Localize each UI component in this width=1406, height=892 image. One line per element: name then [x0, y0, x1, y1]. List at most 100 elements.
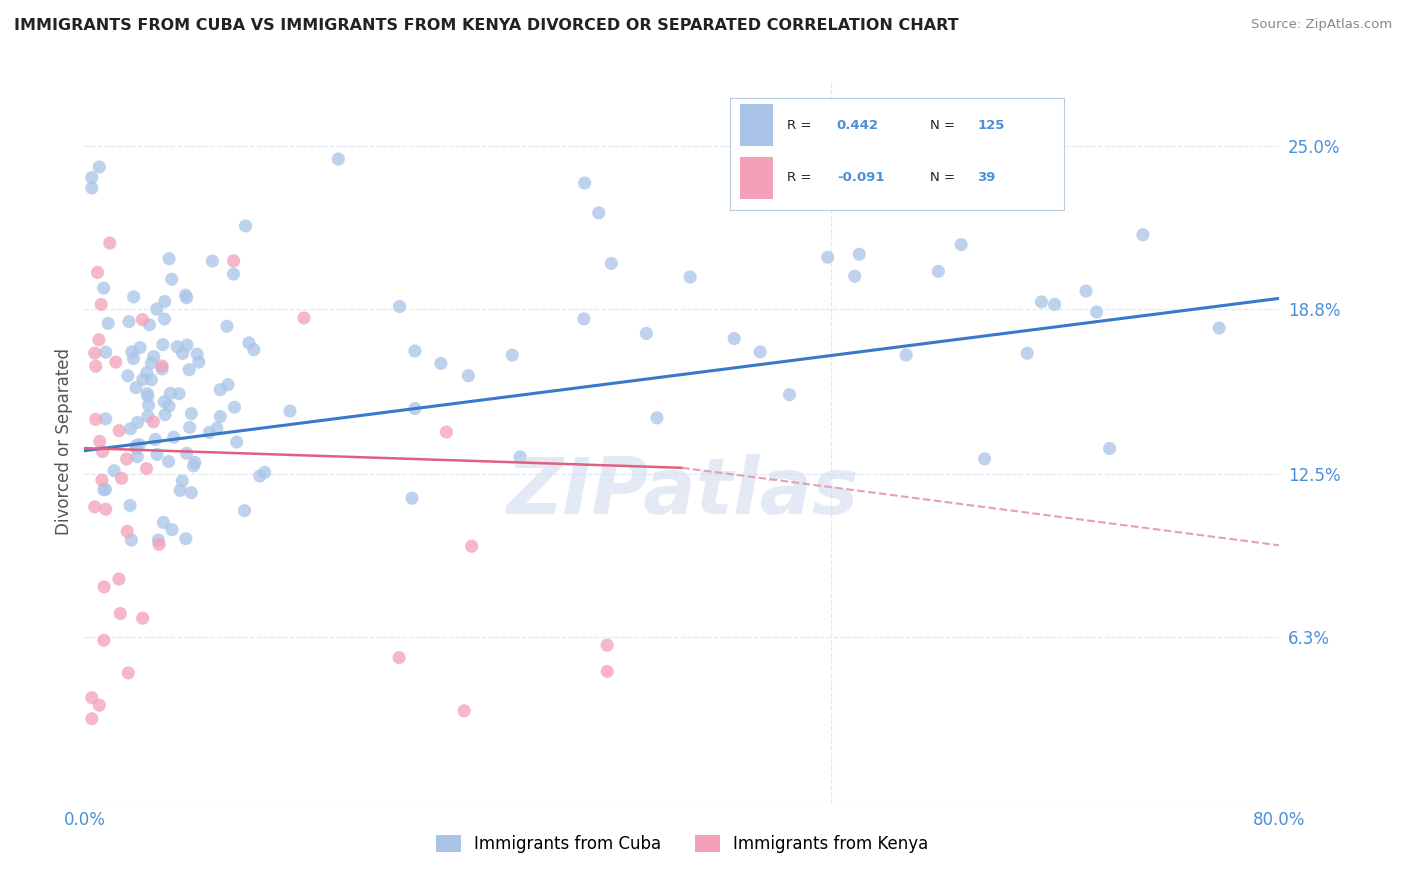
Point [117, 665, 139, 680]
Point [152, 337, 174, 351]
Point [122, 290, 145, 304]
Point [110, 607, 132, 621]
Point [87, 333, 110, 347]
Point [118, 315, 141, 329]
Point [249, 469, 271, 483]
Point [160, 523, 183, 537]
Point [143, 433, 166, 447]
Point [150, 359, 173, 373]
Point [636, 326, 658, 341]
Point [172, 346, 194, 360]
Point [91, 473, 114, 487]
Point [457, 368, 479, 383]
Point [404, 344, 426, 359]
Point [292, 311, 315, 326]
Point [89, 160, 111, 174]
Point [1031, 294, 1053, 309]
Point [574, 176, 596, 190]
Point [90, 297, 112, 311]
Point [129, 341, 152, 355]
Point [217, 377, 239, 392]
Point [115, 452, 138, 467]
Point [973, 451, 995, 466]
Point [679, 270, 702, 285]
Point [1043, 297, 1066, 311]
Point [238, 335, 260, 350]
Point [153, 394, 176, 409]
Point [723, 332, 745, 346]
Point [153, 408, 176, 422]
Point [253, 466, 276, 480]
Point [153, 294, 176, 309]
Point [93, 483, 115, 497]
Point [127, 450, 149, 464]
Point [148, 533, 170, 547]
Point [157, 252, 180, 266]
Point [328, 152, 350, 166]
Point [89, 698, 111, 713]
Point [83, 346, 105, 360]
Text: Source: ZipAtlas.com: Source: ZipAtlas.com [1251, 18, 1392, 31]
Point [148, 537, 170, 551]
Point [142, 415, 165, 429]
Point [141, 373, 163, 387]
Point [430, 356, 453, 370]
Point [152, 516, 174, 530]
Point [176, 291, 198, 305]
Point [142, 350, 165, 364]
Point [186, 347, 208, 361]
Point [84, 412, 107, 426]
Point [848, 247, 870, 261]
Point [108, 424, 131, 438]
Point [233, 503, 256, 517]
Point [588, 206, 610, 220]
Point [779, 387, 801, 401]
Point [224, 401, 246, 415]
Point [80, 170, 103, 185]
Point [122, 351, 145, 366]
Point [187, 355, 209, 369]
Point [596, 665, 619, 679]
Point [943, 153, 966, 168]
Point [93, 580, 115, 594]
Point [894, 348, 917, 362]
Point [157, 399, 180, 413]
Point [120, 533, 142, 547]
Point [844, 269, 866, 284]
Point [110, 471, 132, 485]
Point [1085, 305, 1108, 319]
Point [115, 524, 138, 539]
Point [136, 409, 159, 424]
Point [501, 348, 523, 362]
Point [174, 288, 197, 302]
Point [167, 386, 190, 401]
Point [198, 425, 221, 440]
Point [184, 455, 207, 469]
Legend: Immigrants from Cuba, Immigrants from Kenya: Immigrants from Cuba, Immigrants from Ke… [429, 828, 935, 860]
Y-axis label: Divorced or Separated: Divorced or Separated [55, 348, 73, 535]
Point [157, 454, 180, 468]
Point [97, 317, 120, 331]
Point [176, 446, 198, 460]
Point [135, 366, 157, 380]
Point [138, 318, 160, 332]
Point [174, 532, 197, 546]
Point [93, 281, 115, 295]
Text: IMMIGRANTS FROM CUBA VS IMMIGRANTS FROM KENYA DIVORCED OR SEPARATED CORRELATION : IMMIGRANTS FROM CUBA VS IMMIGRANTS FROM … [14, 18, 959, 33]
Point [94, 483, 117, 497]
Point [1017, 346, 1039, 360]
Point [84, 359, 107, 374]
Point [120, 422, 142, 436]
Point [215, 319, 238, 334]
Point [278, 404, 301, 418]
Point [153, 312, 176, 326]
Point [1098, 442, 1121, 456]
Point [160, 272, 183, 286]
Point [205, 421, 228, 435]
Point [94, 412, 117, 426]
Point [388, 300, 411, 314]
Text: ZIPatlas: ZIPatlas [506, 454, 858, 530]
Point [86, 265, 108, 279]
Point [179, 362, 201, 376]
Point [600, 256, 623, 270]
